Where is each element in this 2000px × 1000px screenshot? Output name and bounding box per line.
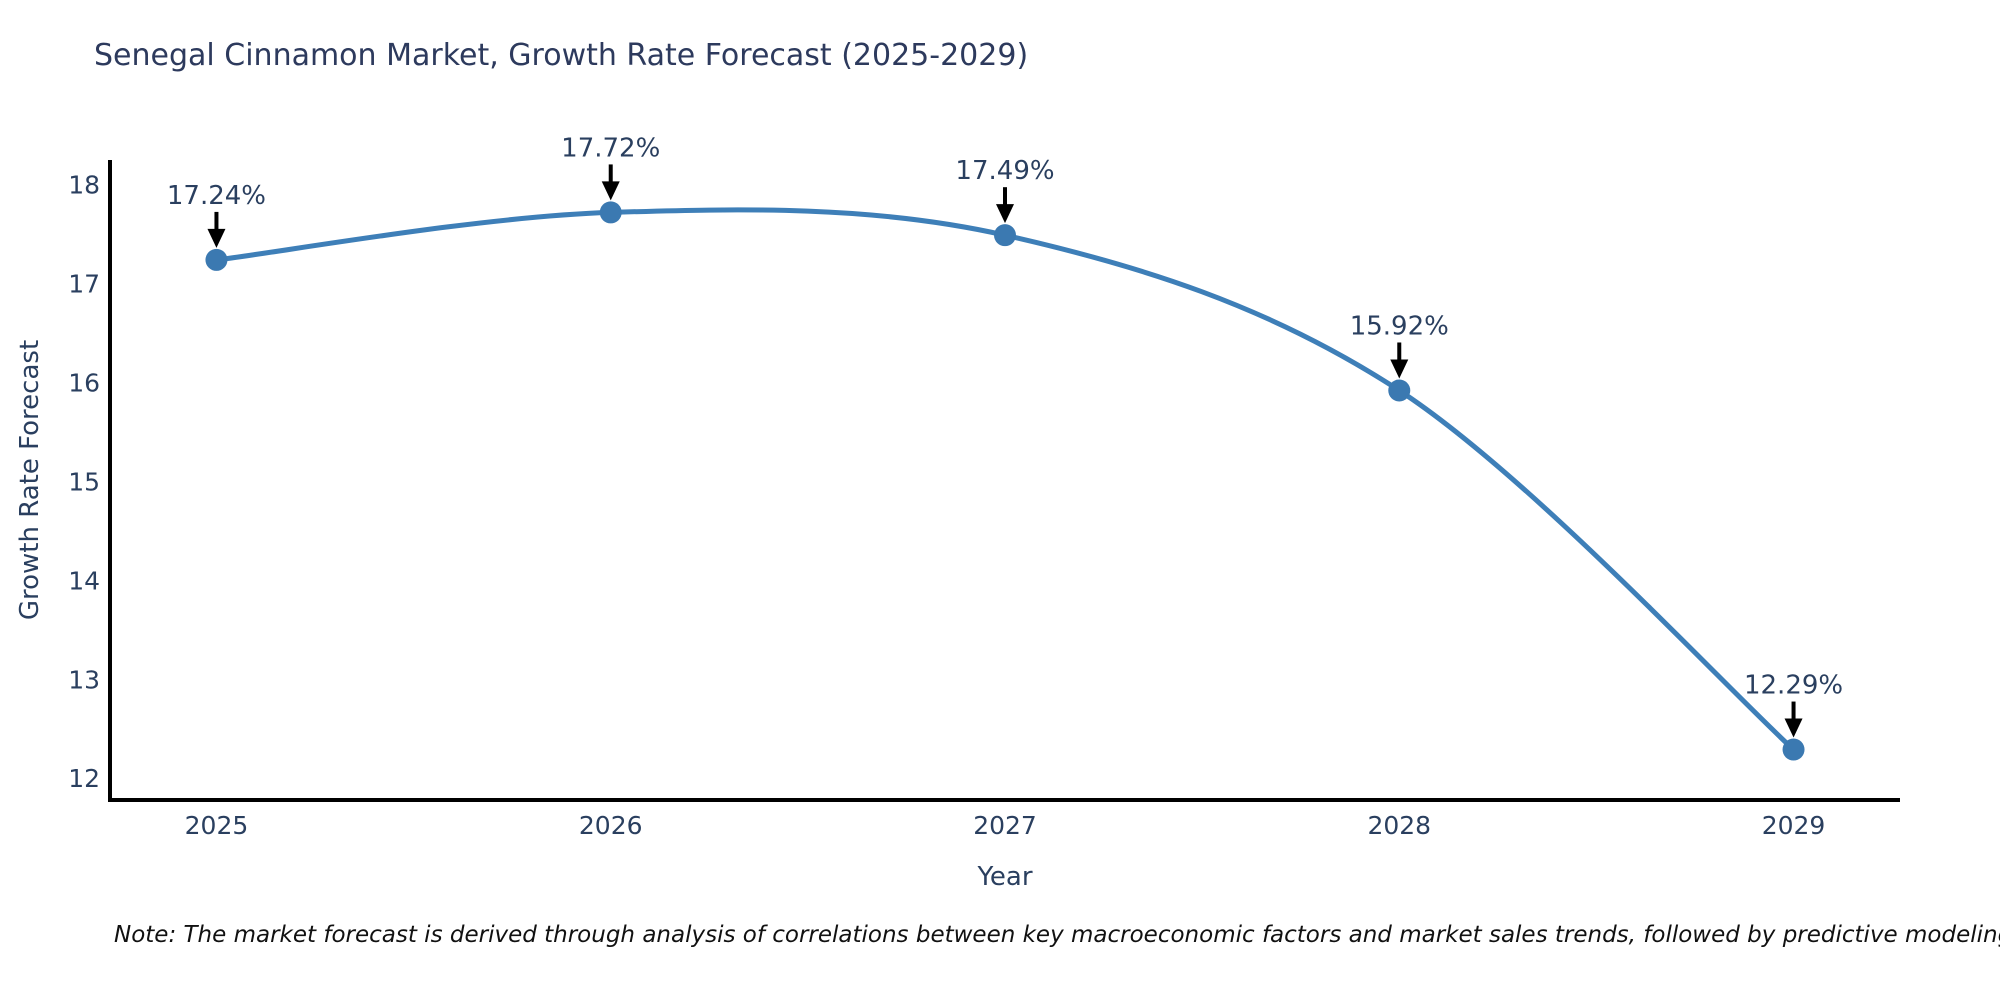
data-point-marker[interactable] bbox=[599, 201, 622, 224]
x-axis-title: Year bbox=[977, 862, 1033, 892]
annotation-arrowhead-icon bbox=[996, 204, 1014, 224]
data-point-marker[interactable] bbox=[1782, 738, 1805, 761]
y-tick-label: 15 bbox=[68, 467, 100, 496]
annotation-arrowhead-icon bbox=[1784, 718, 1803, 738]
chart-title: Senegal Cinnamon Market, Growth Rate For… bbox=[94, 38, 1029, 73]
y-tick-label: 13 bbox=[68, 665, 100, 694]
y-tick-label: 14 bbox=[68, 566, 100, 595]
annotation-label: 17.24% bbox=[167, 181, 266, 211]
x-tick-label: 2025 bbox=[185, 811, 249, 840]
series-line bbox=[213, 207, 1797, 753]
annotation-arrowhead-icon bbox=[207, 228, 226, 248]
y-tick-label: 16 bbox=[68, 369, 100, 398]
y-axis-title: Growth Rate Forecast bbox=[15, 339, 45, 621]
annotation-label: 12.29% bbox=[1744, 671, 1843, 701]
data-point-marker[interactable] bbox=[1388, 379, 1411, 402]
annotation-label: 17.72% bbox=[561, 133, 660, 163]
data-point-marker[interactable] bbox=[994, 224, 1016, 247]
y-tick-label: 17 bbox=[68, 270, 100, 299]
footnote: Note: The market forecast is derived thr… bbox=[114, 922, 2000, 948]
y-tick-label: 18 bbox=[68, 171, 100, 200]
x-tick-label: 2029 bbox=[1762, 811, 1826, 840]
annotation-label: 15.92% bbox=[1350, 311, 1449, 341]
annotation-arrowhead-icon bbox=[601, 181, 620, 201]
y-tick-label: 12 bbox=[68, 764, 100, 793]
annotation-arrowhead-icon bbox=[1390, 359, 1409, 379]
x-tick-label: 2028 bbox=[1367, 811, 1431, 840]
annotation-label: 17.49% bbox=[955, 156, 1054, 186]
x-tick-label: 2026 bbox=[579, 811, 643, 840]
data-point-marker[interactable] bbox=[205, 248, 228, 271]
x-tick-label: 2027 bbox=[973, 811, 1037, 840]
